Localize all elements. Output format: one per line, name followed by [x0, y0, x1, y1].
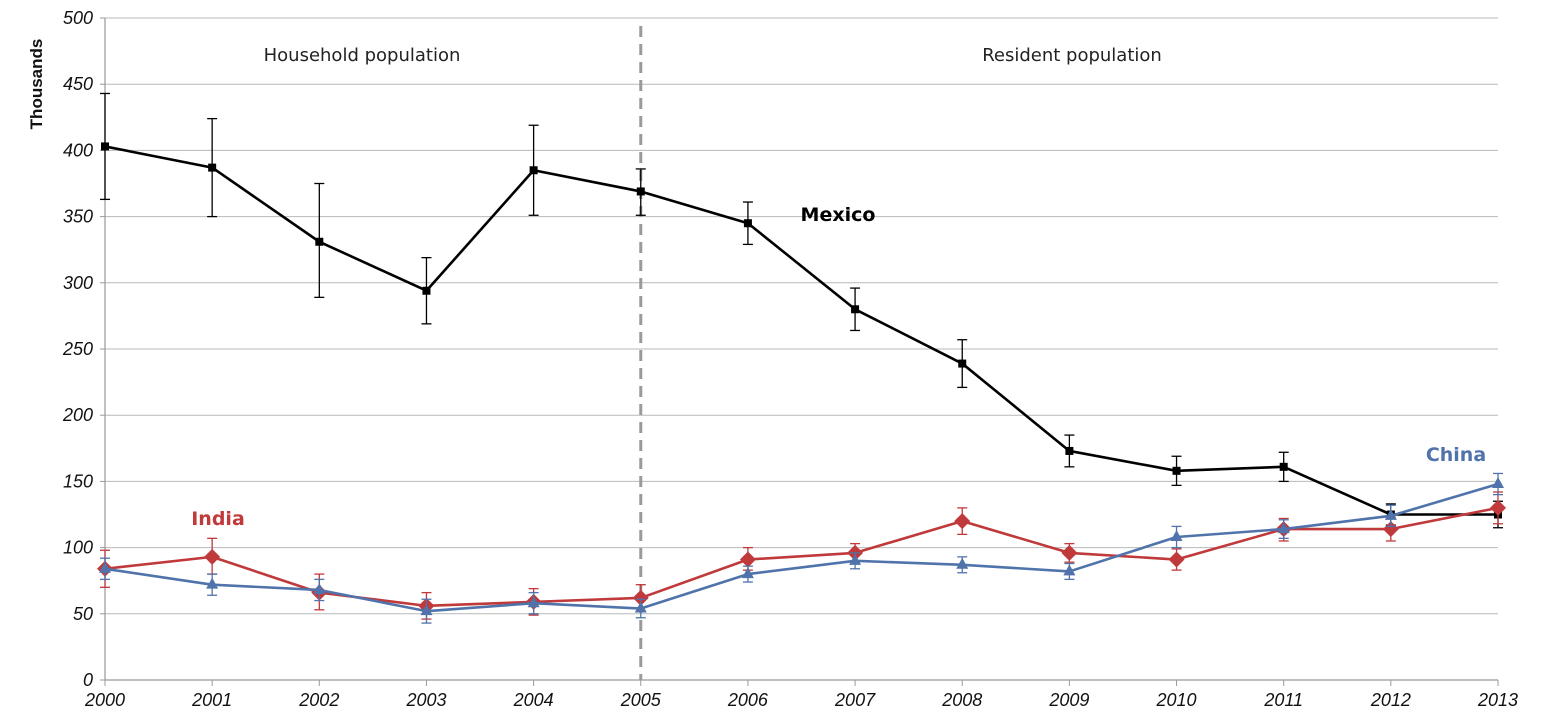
data-point-marker	[206, 577, 219, 589]
y-tick-label: 0	[83, 670, 93, 690]
data-point-marker	[422, 286, 431, 295]
x-tick-label: 2007	[834, 690, 876, 710]
y-tick-label: 200	[62, 405, 93, 425]
y-tick-label: 50	[73, 604, 93, 624]
data-point-marker	[101, 142, 109, 151]
x-tick-label: 2001	[191, 690, 232, 710]
data-point-marker	[99, 561, 111, 573]
y-axis-title: Thousands	[27, 39, 46, 130]
series-line	[104, 145, 1498, 516]
x-tick-label: 2002	[298, 690, 339, 710]
series-line	[104, 482, 1499, 613]
data-point-marker	[1277, 522, 1290, 534]
series-mexico	[100, 92, 1503, 529]
series-group	[97, 92, 1506, 624]
data-point-marker	[739, 551, 756, 568]
data-point-marker	[1065, 446, 1074, 455]
y-tick-label: 150	[63, 471, 93, 491]
y-tick-label: 100	[63, 538, 93, 558]
x-tick-label: 2005	[620, 690, 662, 710]
data-point-marker	[313, 582, 326, 594]
y-tick-label: 500	[63, 8, 93, 28]
series-label-china: China	[1426, 444, 1486, 466]
data-point-marker	[420, 604, 433, 616]
data-point-marker	[632, 589, 649, 606]
x-tick-label: 2010	[1156, 690, 1197, 710]
data-point-marker	[208, 163, 217, 172]
series-india	[97, 491, 1506, 620]
region-label-left: Household population	[264, 45, 461, 66]
data-point-marker	[1492, 477, 1504, 489]
gridlines	[105, 17, 1498, 615]
data-point-marker	[1172, 466, 1181, 475]
data-point-marker	[1382, 521, 1399, 538]
x-tick-label: 2011	[1263, 690, 1303, 710]
y-tick-label: 400	[63, 140, 93, 160]
data-point-marker	[1490, 499, 1506, 516]
axes: 0 50 100 150 200 250 300 350 400 450 500 2000 2001 20…	[62, 8, 1518, 710]
data-point-marker	[1168, 551, 1185, 568]
y-tick-label: 250	[62, 339, 93, 359]
y-tick-label: 300	[63, 273, 93, 293]
x-tick-label: 2008	[941, 690, 982, 710]
x-tick-label: 2012	[1370, 690, 1411, 710]
x-tick-label: 2006	[727, 690, 769, 710]
x-tick-label: 2003	[405, 690, 446, 710]
y-tick-label: 450	[63, 74, 93, 94]
data-point-marker	[851, 305, 860, 314]
data-point-marker	[1384, 508, 1397, 520]
data-point-marker	[315, 237, 324, 246]
x-tick-label: 2004	[513, 690, 554, 710]
series-label-mexico: Mexico	[801, 204, 876, 226]
x-tick-label: 2000	[84, 690, 125, 710]
data-point-marker	[529, 166, 538, 175]
data-point-marker	[741, 567, 754, 579]
data-point-marker	[849, 553, 862, 565]
data-point-marker	[204, 548, 221, 565]
data-point-marker	[743, 219, 752, 228]
data-point-marker	[1061, 544, 1078, 561]
data-point-marker	[1063, 564, 1076, 576]
x-tick-label: 2013	[1477, 690, 1518, 710]
data-point-marker	[956, 557, 969, 569]
data-point-marker	[1279, 462, 1288, 471]
data-point-marker	[527, 596, 540, 608]
data-point-marker	[634, 601, 647, 613]
data-point-marker	[954, 513, 971, 530]
data-point-marker	[636, 187, 645, 196]
data-point-marker	[1170, 530, 1183, 542]
x-tick-label: 2009	[1048, 690, 1089, 710]
series-china	[99, 472, 1504, 624]
region-label-right: Resident population	[982, 45, 1162, 66]
series-label-india: India	[191, 508, 245, 530]
y-tick-label: 350	[63, 207, 93, 227]
data-point-marker	[958, 359, 967, 368]
